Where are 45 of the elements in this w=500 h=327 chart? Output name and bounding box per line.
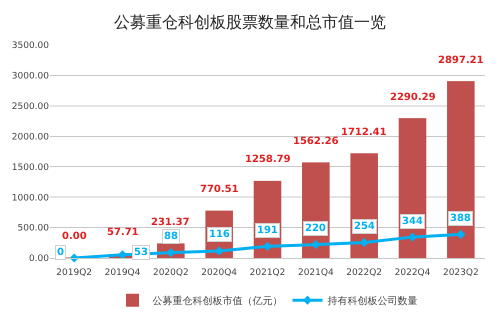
data-label: 220 [305,223,326,234]
point [360,238,369,248]
data-label: 88 [164,231,178,242]
x-tick-label: 2022Q2 [346,268,382,278]
y-tick-label: 2500.00 [12,102,50,112]
data-label: 57.71 [107,227,139,238]
data-label: 0 [57,247,64,258]
data-label: 344 [402,216,423,227]
data-label: 2290.29 [390,92,436,103]
legend-label: 持有科创板公司数量 [328,295,418,308]
x-tick-label: 2021Q4 [298,268,334,278]
y-tick-label: 500.00 [18,224,50,234]
chart-title: 公募重仓科创板股票数量和总市值一览 [114,12,386,32]
point [456,230,466,239]
data-label: 770.51 [200,184,239,195]
legend-label: 公募重仓科创板市值（亿元） [152,295,282,308]
x-tick-label: 2020Q4 [201,268,238,278]
point [214,246,224,256]
data-label: 53 [134,247,148,258]
x-tick-label: 2019Q2 [56,268,92,278]
y-tick-label: 3000.00 [12,72,50,82]
data-label: 231.37 [151,217,190,228]
y-tick-label: 0.00 [28,254,50,264]
point [408,232,418,242]
data-label: 116 [209,229,230,240]
data-label: 1562.26 [293,136,339,147]
x-tick-label: 2020Q2 [152,268,189,278]
data-label: 388 [450,213,471,224]
data-label: 254 [354,221,375,232]
x-tick-label: 2023Q2 [442,268,479,278]
point [262,242,272,251]
x-tick-label: 2019Q4 [104,268,141,278]
y-tick-label: 2000.00 [12,132,50,142]
data-label: 191 [257,225,278,236]
y-tick-label: 3500.00 [12,41,50,52]
y-tick-label: 1500.00 [12,162,50,173]
point [118,250,128,260]
data-label: 2897.21 [438,55,484,66]
x-tick-label: 2022Q4 [394,268,431,278]
data-label: 0.00 [62,231,87,242]
bar [447,81,475,258]
data-label: 1258.79 [245,154,291,165]
y-tick-label: 1000.00 [12,193,50,204]
x-tick-label: 2021Q2 [250,268,286,278]
data-label: 1712.41 [341,127,387,138]
